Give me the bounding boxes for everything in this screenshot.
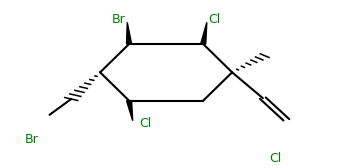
Polygon shape [127, 22, 132, 44]
Text: Cl: Cl [139, 117, 151, 131]
Text: Cl: Cl [208, 13, 220, 26]
Polygon shape [127, 101, 133, 121]
Text: Cl: Cl [269, 152, 282, 165]
Text: Br: Br [111, 13, 125, 26]
Text: Br: Br [25, 133, 38, 146]
Polygon shape [201, 22, 207, 44]
